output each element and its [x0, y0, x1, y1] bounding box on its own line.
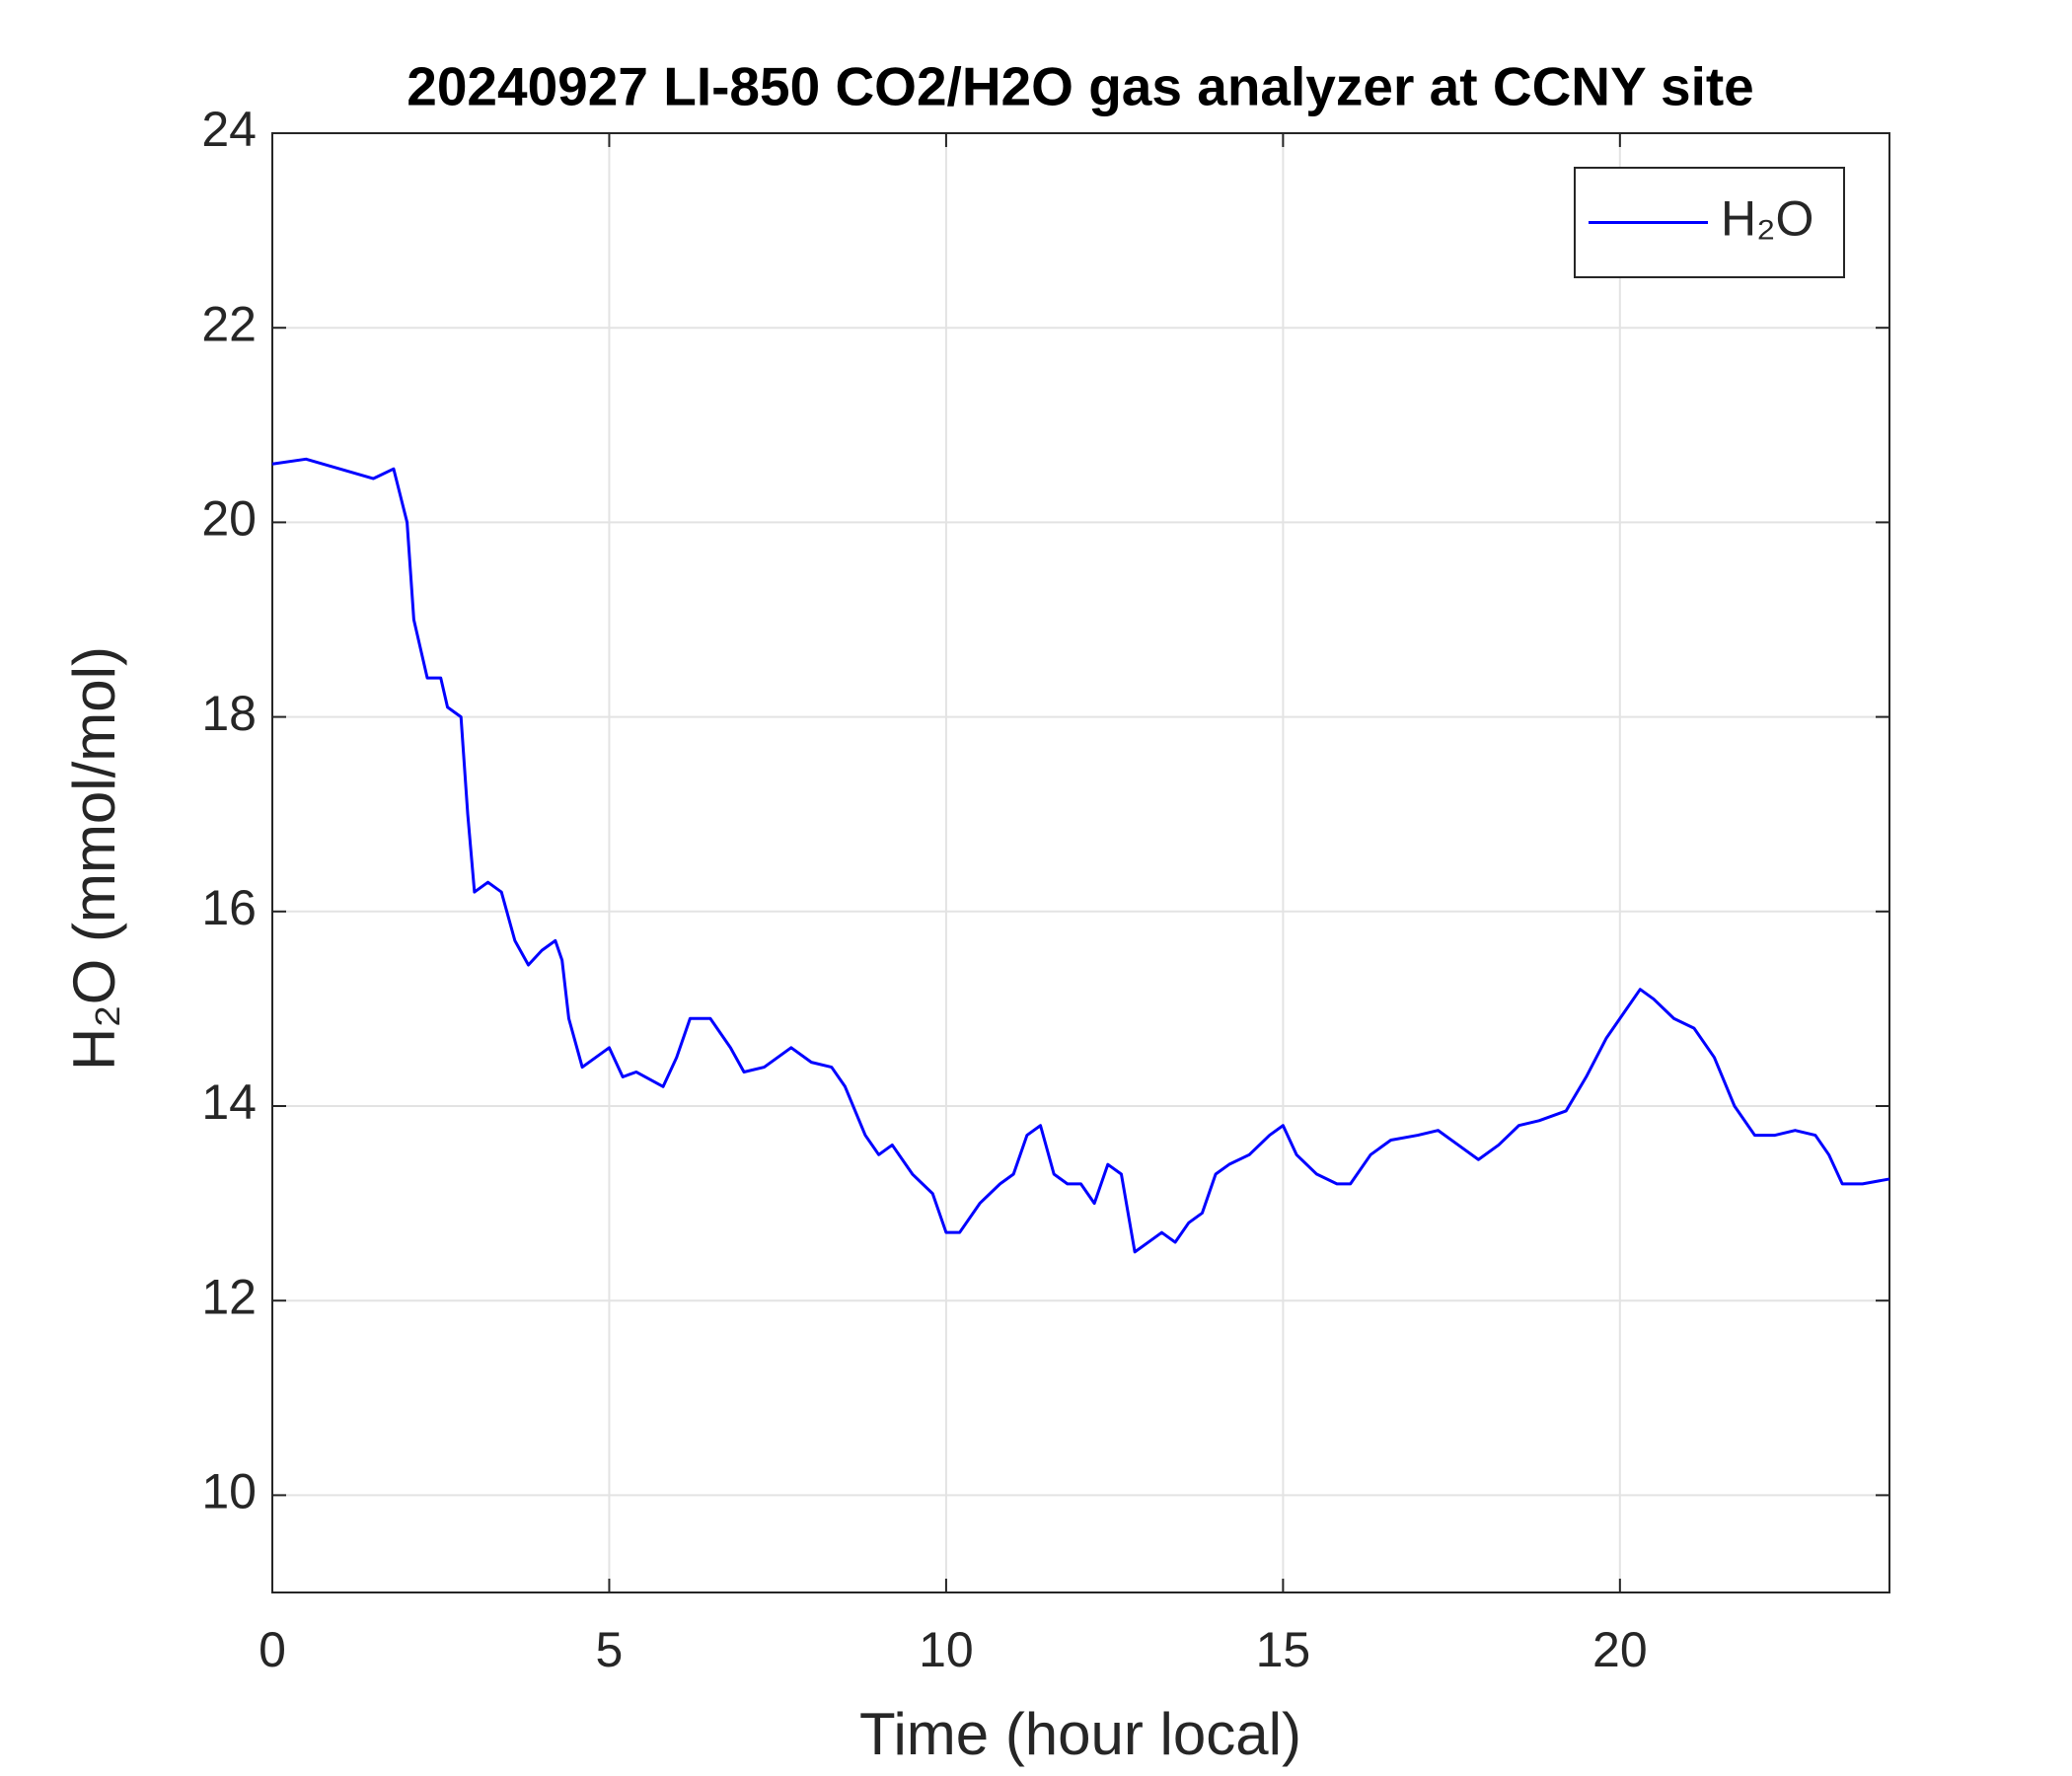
chart-title: 20240927 LI-850 CO2/H2O gas analyzer at … — [407, 56, 1754, 117]
y-tick-label: 12 — [201, 1269, 257, 1324]
x-tick-label: 10 — [919, 1622, 974, 1677]
x-tick-label: 5 — [596, 1622, 624, 1677]
axes-box — [271, 132, 1890, 1593]
y-tick-label: 16 — [201, 880, 257, 935]
x-tick-label: 0 — [259, 1622, 286, 1677]
x-tick-label: 20 — [1592, 1622, 1648, 1677]
legend-label: H₂O — [1721, 191, 1813, 247]
plot-area — [272, 133, 1889, 1592]
y-tick-label: 22 — [201, 296, 257, 351]
y-tick-label: 24 — [201, 102, 257, 157]
y-tick-label: 18 — [201, 686, 257, 741]
y-tick-label: 10 — [201, 1464, 257, 1519]
y-axis-label: H₂O (mmol/mol) — [61, 646, 127, 1071]
y-tick-label: 14 — [201, 1074, 257, 1130]
y-tick-label: 20 — [201, 491, 257, 547]
x-tick-label: 15 — [1256, 1622, 1311, 1677]
x-axis-label: Time (hour local) — [859, 1701, 1301, 1767]
data-line — [271, 457, 1890, 1254]
